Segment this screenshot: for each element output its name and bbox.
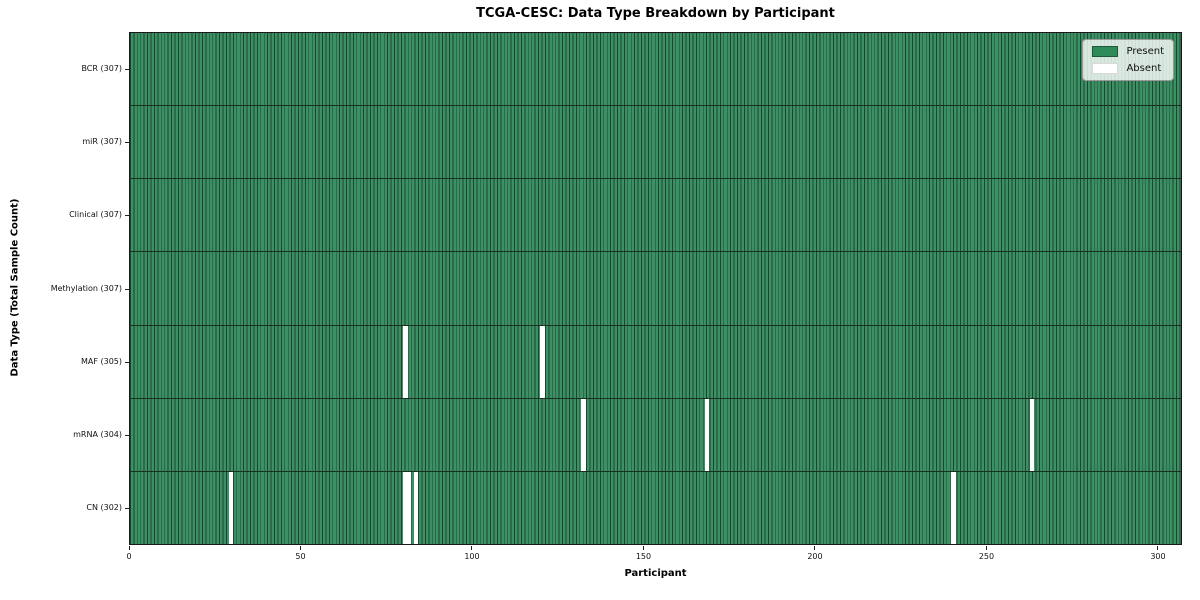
heatmap-row-mir <box>130 105 1181 178</box>
y-tick-label-mir: miR (307) <box>82 136 122 146</box>
legend-present-label: Present <box>1126 46 1164 57</box>
y-tick-mark <box>125 435 129 437</box>
legend-entry-present: Present <box>1092 46 1164 57</box>
absent-stripe <box>540 325 545 398</box>
x-tick-mark <box>814 546 816 550</box>
chart-title: TCGA-CESC: Data Type Breakdown by Partic… <box>476 6 835 21</box>
x-axis-label: Participant <box>624 568 687 579</box>
y-tick-mark <box>125 361 129 363</box>
absent-stripe <box>581 398 586 471</box>
legend-absent-swatch <box>1092 63 1119 74</box>
heatmap-row-bcr <box>130 33 1181 105</box>
absent-stripe <box>951 471 956 544</box>
absent-stripe <box>704 398 710 471</box>
x-tick-label: 250 <box>978 552 995 561</box>
y-tick-label-methylation: Methylation (307) <box>50 283 122 293</box>
y-tick-label-maf: MAF (305) <box>80 356 122 366</box>
y-tick-label-cn: CN (302) <box>86 503 122 513</box>
absent-stripe <box>228 471 234 544</box>
y-tick-label-mrna: mRNA (304) <box>73 430 122 440</box>
y-tick-mark <box>125 508 129 510</box>
heatmap-row-mrna <box>130 397 1181 471</box>
y-tick-label-bcr: BCR (307) <box>81 63 122 73</box>
absent-stripe <box>1029 398 1035 471</box>
x-tick-label: 300 <box>1150 552 1166 561</box>
legend: Present Absent <box>1082 39 1174 81</box>
x-tick-mark <box>642 546 644 550</box>
legend-present-swatch <box>1092 46 1119 57</box>
y-tick-label-clinical: Clinical (307) <box>69 210 122 220</box>
legend-entry-absent: Absent <box>1092 63 1164 74</box>
x-tick-mark <box>128 546 130 550</box>
x-tick-label: 50 <box>295 552 306 561</box>
heatmap-row-maf <box>130 324 1181 398</box>
x-tick-mark <box>299 546 301 550</box>
legend-absent-label: Absent <box>1126 63 1162 74</box>
x-tick-label: 150 <box>635 552 652 561</box>
heatmap-row-methylation <box>130 251 1181 324</box>
x-tick-mark <box>471 546 473 550</box>
heatmap-plot-area: Present Absent <box>129 32 1182 545</box>
y-tick-mark <box>125 141 129 143</box>
x-tick-label: 100 <box>464 552 480 561</box>
x-tick-mark <box>1157 546 1159 550</box>
absent-stripe <box>403 325 408 398</box>
absent-stripe <box>403 471 412 544</box>
heatmap-row-cn <box>130 470 1181 544</box>
absent-stripe <box>413 471 419 544</box>
x-tick-label: 0 <box>126 552 132 561</box>
heatmap-row-clinical <box>130 178 1181 251</box>
y-tick-mark <box>125 68 129 70</box>
y-tick-mark <box>125 288 129 290</box>
x-tick-label: 200 <box>807 552 823 561</box>
y-tick-mark <box>125 215 129 217</box>
x-tick-mark <box>985 546 987 550</box>
